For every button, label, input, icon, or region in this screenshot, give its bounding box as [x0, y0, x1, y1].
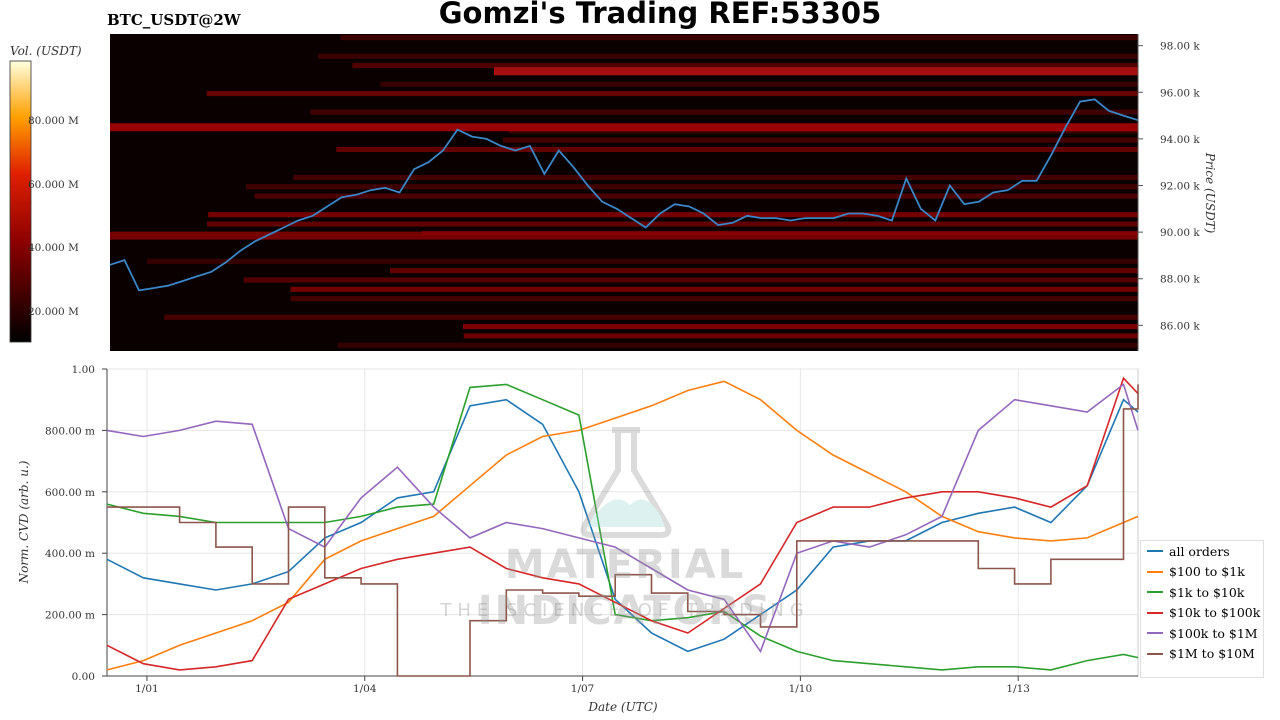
watermark-tagline: THE SCIENCE OF TRADING	[440, 600, 810, 621]
x-tick-label: 1/10	[789, 683, 813, 695]
heatmap-background	[110, 34, 1138, 351]
chart-title: Gomzi's Trading REF:53305	[438, 0, 882, 30]
liquidity-band	[147, 258, 1138, 264]
colorbar-tick-label: 80.000 M	[28, 115, 79, 127]
liquidity-band	[462, 324, 1138, 330]
liquidity-band	[463, 333, 1138, 339]
price-line	[109, 98, 1139, 292]
liquidity-band	[164, 314, 1138, 320]
y-tick-label: 600.00 m	[45, 487, 95, 499]
liquidity-band	[340, 35, 1138, 41]
liquidity-band	[243, 277, 1139, 283]
liquidity-band	[208, 212, 1139, 218]
x-axis-label: Date (UTC)	[587, 700, 657, 714]
legend-item: $10k to $100k	[1141, 603, 1263, 624]
y-tick-label: 400.00 m	[45, 548, 95, 560]
price-tick-label: 96.00 k	[1160, 87, 1200, 99]
price-tick-label: 90.00 k	[1160, 227, 1200, 239]
liquidity-band	[290, 296, 1138, 302]
legend-item: $1M to $10M	[1141, 644, 1263, 665]
liquidity-band	[290, 286, 1138, 292]
cvd-series-line	[106, 398, 1139, 653]
legend-item: all orders	[1141, 541, 1263, 562]
y-tick-label: 0.00	[72, 671, 95, 683]
x-tick-label: 1/01	[135, 683, 159, 695]
liquidity-band	[380, 81, 1138, 87]
cvd-series-line	[106, 383, 1139, 654]
x-tick-label: 1/13	[1006, 683, 1030, 695]
liquidity-band	[254, 193, 1138, 199]
price-tick-label: 86.00 k	[1160, 320, 1200, 332]
colorbar-tick-label: 40.000 M	[28, 242, 79, 254]
colorbar-gradient	[9, 60, 32, 343]
y-axis-label: Norm. CVD (arb. u.)	[17, 460, 31, 584]
liquidity-band	[245, 184, 1138, 190]
liquidity-band	[502, 137, 1138, 143]
liquidity-band	[338, 342, 1138, 348]
cvd-series-line	[106, 380, 1139, 671]
cvd-series-line	[107, 384, 1139, 677]
legend-item: $100 to $1k	[1141, 562, 1263, 583]
x-tick-label: 1/07	[571, 683, 595, 695]
cvd-legend: all orders $100 to $1k $1k to $10k $10k …	[1140, 540, 1264, 678]
watermark-brand: MATERIAL INDICATORS	[477, 542, 773, 634]
flask-logo-icon	[580, 427, 672, 538]
liquidity-band	[110, 231, 1138, 240]
liquidity-band	[206, 90, 1139, 97]
pair-label: BTC_USDT@2W	[107, 11, 241, 29]
liquidity-band	[293, 174, 1138, 180]
liquidity-band	[336, 146, 1138, 153]
x-tick-label: 1/04	[353, 683, 377, 695]
volume-colorbar: Vol. (USDT) 20.000 M 40.000 M 60.000 M 80.00…	[9, 44, 82, 343]
colorbar-tick-label: 60.000 M	[28, 179, 79, 191]
order-book-heatmap: 86.00 k 88.00 k 90.00 k 92.00 k 94.00 k 96.00…	[109, 34, 1217, 351]
liquidity-band	[310, 109, 1139, 115]
price-tick-label: 92.00 k	[1160, 181, 1200, 193]
liquidity-band	[494, 67, 1138, 76]
colorbar-label: Vol. (USDT)	[10, 44, 82, 58]
price-tick-label: 94.00 k	[1160, 134, 1200, 146]
colorbar-tick-label: 20.000 M	[28, 306, 79, 318]
cvd-series-line	[106, 383, 1139, 671]
cvd-line-chart: 0.00 200.00 m 400.00 m 600.00 m 800.00 m 1.00…	[17, 364, 1139, 714]
y-tick-label: 800.00 m	[45, 425, 95, 437]
legend-item: $1k to $10k	[1141, 582, 1263, 603]
liquidity-band	[390, 268, 1139, 274]
price-tick-label: 98.00 k	[1160, 41, 1200, 53]
cvd-series-line	[106, 376, 1139, 671]
price-axis-label: Price (USDT)	[1203, 152, 1217, 234]
liquidity-band	[110, 123, 1138, 132]
y-tick-label: 1.00	[72, 364, 95, 376]
liquidity-band	[318, 53, 1139, 59]
liquidity-band	[207, 221, 1138, 227]
liquidity-band	[352, 62, 1138, 69]
price-tick-label: 88.00 k	[1160, 274, 1200, 286]
y-tick-label: 200.00 m	[45, 610, 95, 622]
legend-item: $100k to $1M	[1141, 623, 1263, 644]
